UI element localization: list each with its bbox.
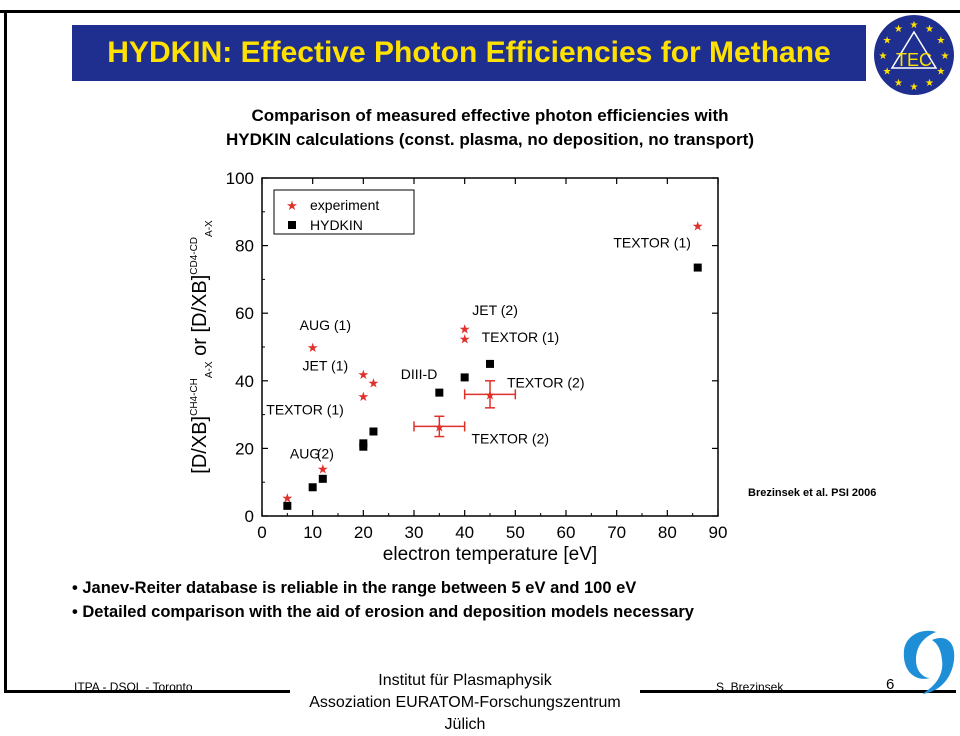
x-tick-label: 90 xyxy=(709,523,728,542)
x-tick-label: 0 xyxy=(257,523,266,542)
institute-line-2: Assoziation EURATOM-Forschungszentrum Jü… xyxy=(309,694,621,733)
logo-star: ★ xyxy=(925,24,934,35)
x-tick-label: 60 xyxy=(557,523,576,542)
subtitle-line-2: HYDKIN calculations (const. plasma, no d… xyxy=(226,130,754,149)
footer-institute: Institut für Plasmaphysik Assoziation EU… xyxy=(290,670,640,736)
chart-subtitle: Comparison of measured effective photon … xyxy=(140,104,840,152)
scatter-chart: 0 10 20 30 40 50 60 70 80 90 0 20 40 60 80 100 electron … xyxy=(189,169,728,565)
x-tick-label: 10 xyxy=(303,523,322,542)
data-annotation: JET (2) xyxy=(472,302,518,318)
y-label-sub: A-X xyxy=(204,220,215,237)
slide-frame-left xyxy=(4,10,7,693)
y-tick-label: 0 xyxy=(245,507,254,526)
y-tick-label: 60 xyxy=(235,304,254,323)
logo-star: ★ xyxy=(894,24,903,35)
bullet-list: • Janev-Reiter database is reliable in t… xyxy=(72,576,694,624)
data-annotation: TEXTOR (1) xyxy=(482,329,560,345)
legend-entry: HYDKIN xyxy=(310,217,363,233)
bullet-text-2: Detailed comparison with the aid of eros… xyxy=(82,603,694,621)
tec-logo-text: TEC xyxy=(896,50,932,70)
y-axis-label: [D/XB]CH4-CHA-X or [D/XB]CD4-CDA-X xyxy=(189,220,215,474)
x-tick-label: 50 xyxy=(506,523,525,542)
logo-star: ★ xyxy=(879,51,888,62)
experiment-point: ★ xyxy=(459,321,471,336)
logo-star: ★ xyxy=(936,67,945,78)
hydkin-point xyxy=(369,427,378,436)
hydkin-point xyxy=(283,501,292,510)
error-point-star: ★ xyxy=(434,419,446,434)
page-number: 6 xyxy=(886,676,895,693)
y-label-sup: CD4-CD xyxy=(189,237,200,275)
tec-logo: ★★★★★★★★★ ★ ★★ TEC xyxy=(874,15,954,95)
experiment-point: ★ xyxy=(358,389,370,404)
experiment-point: ★ xyxy=(307,340,319,355)
legend-marker-square xyxy=(288,221,296,229)
hydkin-point xyxy=(308,483,317,492)
y-label-part: [D/XB] xyxy=(189,275,211,333)
legend-entry: experiment xyxy=(310,197,379,213)
title-bar: HYDKIN: Effective Photon Efficiencies fo… xyxy=(72,25,866,81)
hydkin-point xyxy=(486,359,494,368)
data-annotation: TEXTOR (2) xyxy=(472,430,550,446)
x-tick-label: 20 xyxy=(354,523,373,542)
slide-frame-top xyxy=(0,10,960,13)
data-annotation: TEXTOR (1) xyxy=(266,402,344,418)
y-label-part: [D/XB] xyxy=(189,416,211,474)
data-annotation: DIII-D xyxy=(401,366,438,382)
hydkin-point xyxy=(318,474,327,483)
hydkin-point xyxy=(435,388,444,397)
experiment-point: ★ xyxy=(317,462,329,477)
experiment-point: ★ xyxy=(282,490,294,505)
data-annotation: TEXTOR (1) xyxy=(613,234,691,250)
bullet-item: • Janev-Reiter database is reliable in t… xyxy=(72,579,637,597)
hydkin-point xyxy=(359,439,368,448)
legend-box xyxy=(273,189,415,235)
hydkin-point xyxy=(693,263,702,272)
bullet-item: • Detailed comparison with the aid of er… xyxy=(72,603,694,621)
logo-star: ★ xyxy=(910,82,919,93)
experiment-point: ★ xyxy=(358,367,370,382)
x-axis-label: electron temperature [eV] xyxy=(383,544,597,565)
experiment-point: ★ xyxy=(692,218,704,233)
data-annotation: TEXTOR (2) xyxy=(507,375,585,391)
y-tick-label: 100 xyxy=(226,169,254,188)
logo-star: ★ xyxy=(941,51,950,62)
logo-star: ★ xyxy=(925,78,934,89)
logo-star: ★ xyxy=(936,36,945,47)
y-label-sub: A-X xyxy=(204,361,215,378)
y-label-or: or xyxy=(189,333,211,362)
source-note: Brezinsek et al. PSI 2006 xyxy=(748,487,877,499)
hydkin-point xyxy=(460,373,469,382)
logo-star: ★ xyxy=(910,20,919,31)
y-tick-label: 80 xyxy=(235,237,254,256)
experiment-point: ★ xyxy=(459,332,471,347)
x-tick-label: 80 xyxy=(658,523,677,542)
legend-marker-star: ★ xyxy=(286,198,298,213)
logo-star: ★ xyxy=(894,78,903,89)
footer-event: ITPA - DSOL - Toronto xyxy=(74,680,193,694)
data-annotation: (2) xyxy=(317,446,334,462)
y-tick-label: 20 xyxy=(235,439,254,458)
subtitle-line-1: Comparison of measured effective photon … xyxy=(251,106,729,125)
y-label-sup: CH4-CH xyxy=(189,378,200,416)
bullet-text-1: Janev-Reiter database is reliable in the… xyxy=(82,579,637,597)
logo-star: ★ xyxy=(883,67,892,78)
x-tick-label: 30 xyxy=(405,523,424,542)
experiment-point: ★ xyxy=(368,375,380,390)
x-tick-label: 70 xyxy=(607,523,626,542)
error-point-star: ★ xyxy=(484,387,496,402)
slide-title: HYDKIN: Effective Photon Efficiencies fo… xyxy=(107,36,831,69)
ipp-logo xyxy=(903,630,955,694)
data-annotation: JET (1) xyxy=(303,358,349,374)
x-tick-label: 40 xyxy=(455,523,474,542)
y-tick-label: 40 xyxy=(235,372,254,391)
data-annotation: AUG (1) xyxy=(300,317,351,333)
logo-star: ★ xyxy=(883,36,892,47)
data-annotation: AUG xyxy=(290,446,320,462)
footer-author: S. Brezinsek xyxy=(716,680,784,694)
institute-line-1: Institut für Plasmaphysik xyxy=(378,672,552,689)
